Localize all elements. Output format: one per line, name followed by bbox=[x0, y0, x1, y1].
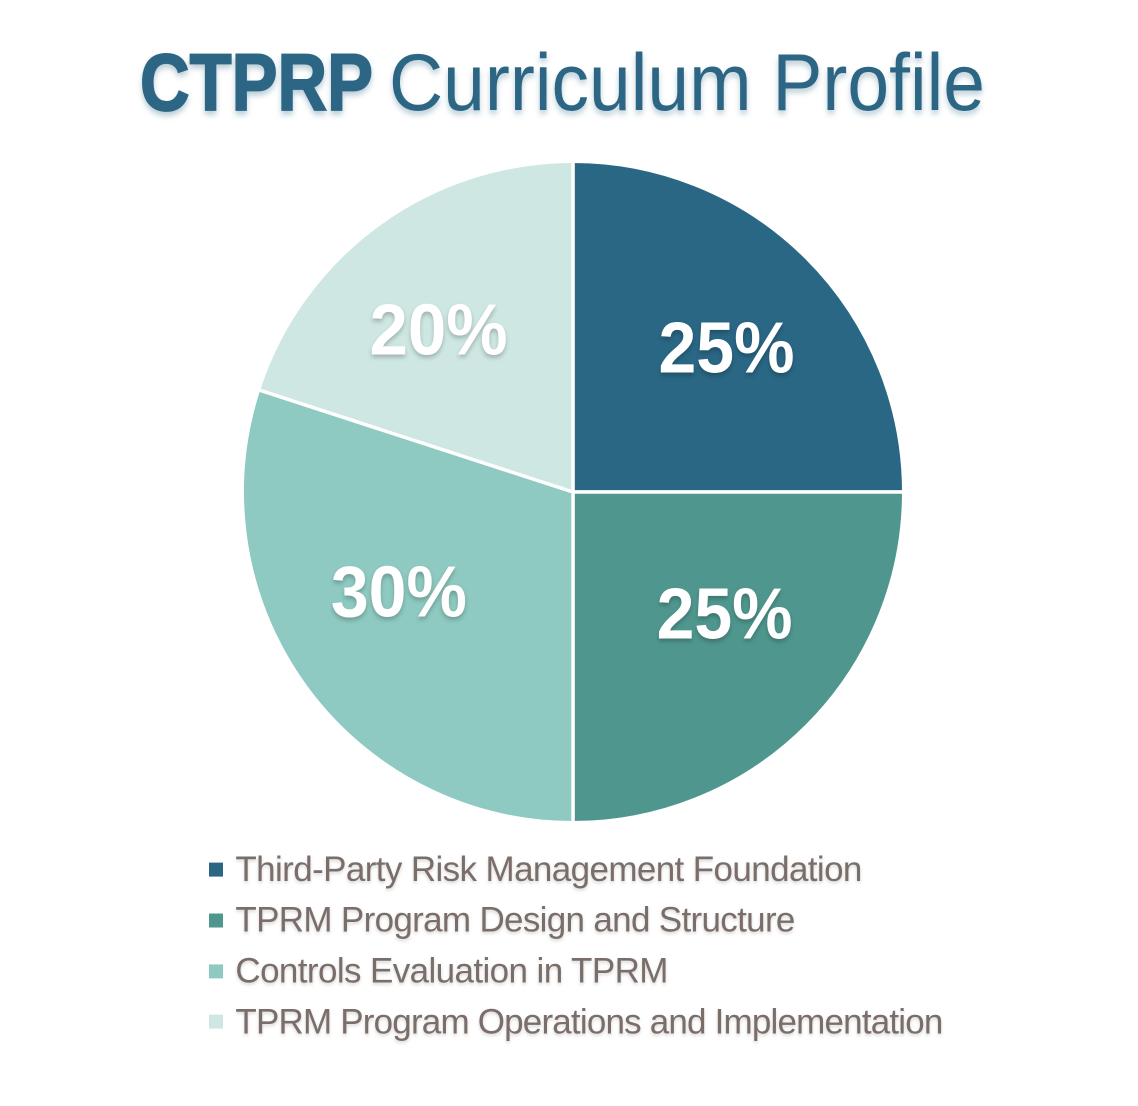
svg-text:Third-Party Risk Management Fo: Third-Party Risk Management Foundation bbox=[235, 850, 862, 889]
svg-text:20%: 20% bbox=[370, 290, 508, 371]
svg-text:30%: 30% bbox=[331, 551, 467, 632]
svg-text:TPRM Program Operations and Im: TPRM Program Operations and Implementati… bbox=[235, 1002, 943, 1041]
svg-text:Controls Evaluation in TPRM: Controls Evaluation in TPRM bbox=[235, 952, 668, 991]
svg-text:25%: 25% bbox=[657, 574, 793, 655]
svg-text:TPRM Program Design and Struct: TPRM Program Design and Structure bbox=[235, 901, 795, 940]
svg-text:25%: 25% bbox=[659, 308, 795, 389]
svg-text:Curriculum Profile: Curriculum Profile bbox=[389, 38, 985, 128]
svg-text:CTPRP: CTPRP bbox=[140, 38, 373, 128]
